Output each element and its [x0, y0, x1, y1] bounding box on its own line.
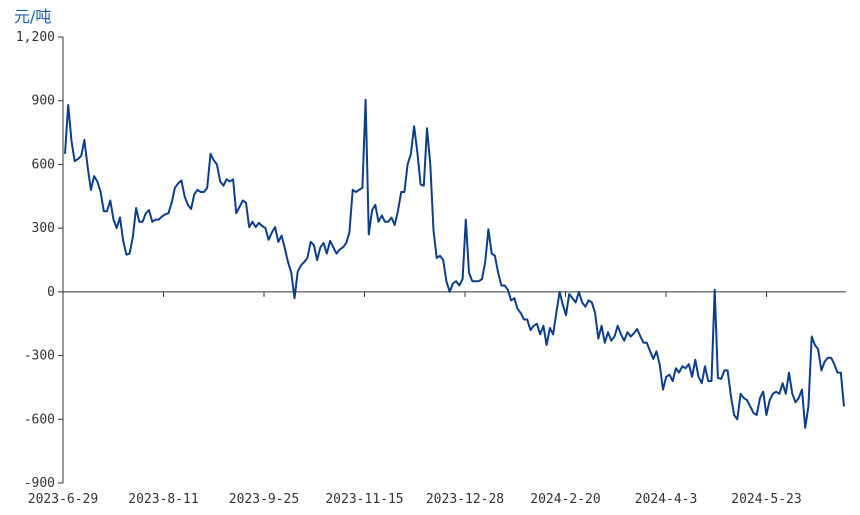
x-axis-ticks: 2023-6-29 2023-8-11 2023-9-25 2023-11-15 202…: [28, 291, 802, 507]
y-tick-label: -600: [24, 412, 55, 427]
y-tick-label: 1,200: [16, 30, 55, 45]
x-tick-label: 2023-6-29: [28, 492, 98, 507]
x-tick-label: 2023-12-28: [426, 492, 504, 507]
y-axis-ticks: -900 -600 -300 0 300 600 900 1,200: [16, 30, 63, 491]
y-tick-label: 900: [32, 94, 55, 109]
x-tick-label: 2023-11-15: [325, 492, 403, 507]
y-tick-label: 600: [32, 157, 55, 172]
y-axis-unit-label: 元/吨: [14, 7, 52, 26]
x-tick-label: 2024-5-23: [731, 492, 801, 507]
x-tick-label: 2023-9-25: [229, 492, 299, 507]
axes: [62, 37, 846, 483]
series-line: [64, 98, 845, 429]
x-tick-label: 2023-8-11: [128, 492, 198, 507]
y-tick-label: 300: [32, 221, 55, 236]
x-tick-label: 2024-4-3: [635, 492, 698, 507]
x-tick-label: 2024-2-20: [530, 492, 600, 507]
y-tick-label: 0: [47, 285, 55, 300]
y-tick-label: -300: [24, 349, 55, 364]
series-group: [64, 98, 845, 429]
y-tick-label: -900: [24, 476, 55, 491]
